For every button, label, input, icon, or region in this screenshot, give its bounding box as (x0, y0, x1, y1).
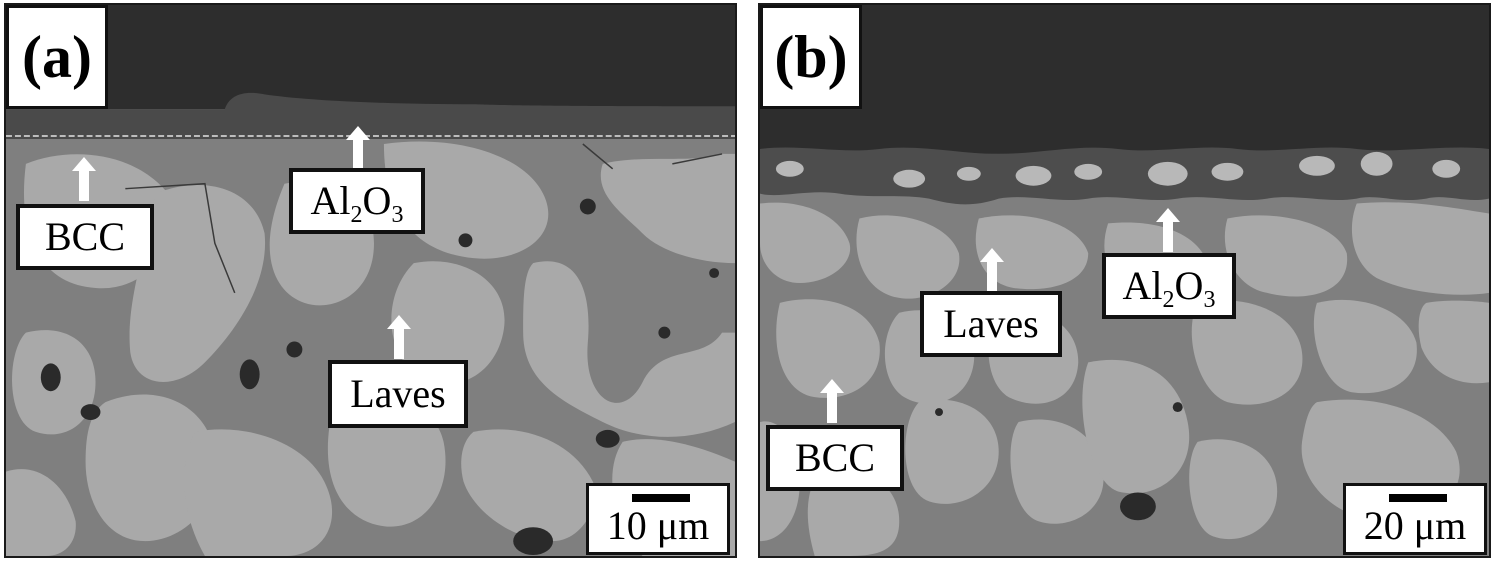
al2o3-text: Al2O3 (1122, 263, 1216, 313)
arrow-icon (387, 315, 411, 359)
sem-image-a (6, 5, 735, 556)
laves-label: Laves (328, 360, 468, 428)
arrow-icon (346, 126, 370, 170)
scale-bar-line (632, 494, 690, 502)
al2o3-text: Al2O3 (310, 178, 404, 228)
scale-bar-line (1389, 494, 1447, 502)
arrow-icon (820, 379, 844, 423)
arrow-icon (1156, 208, 1180, 252)
laves-label: Laves (920, 291, 1062, 357)
scale-bar-b: 20 μm (1343, 483, 1487, 555)
bcc-label: BCC (16, 204, 154, 270)
arrow-icon (72, 157, 96, 201)
panel-label-b: (b) (760, 5, 862, 109)
panel-label-a: (a) (6, 5, 108, 109)
bcc-label: BCC (766, 425, 904, 491)
scale-bar-text: 10 μm (606, 503, 710, 548)
al2o3-label: Al2O3 (289, 168, 425, 234)
micrograph-panel-a: (a) BCC Al2O3 Laves 10 μm (4, 3, 737, 558)
al2o3-label: Al2O3 (1102, 253, 1236, 319)
scale-bar-text: 20 μm (1363, 503, 1467, 548)
scale-bar-a: 10 μm (586, 483, 730, 555)
micrograph-panel-b: (b) Al2O3 Laves BCC 20 μm (758, 3, 1491, 558)
arrow-icon (980, 248, 1004, 292)
